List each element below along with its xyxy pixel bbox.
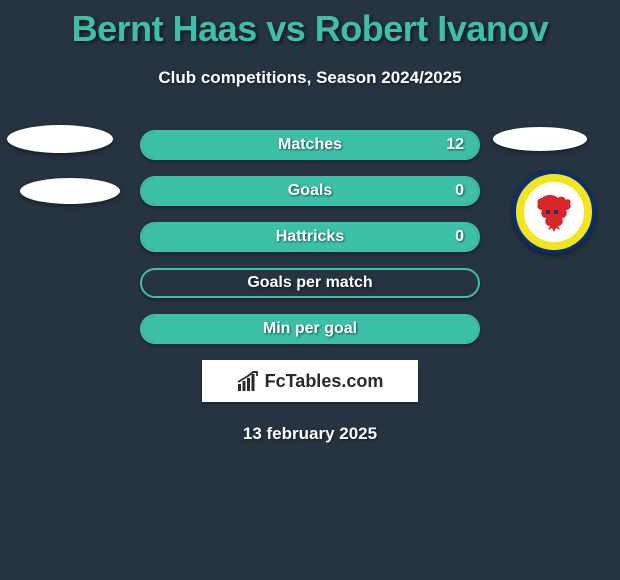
club-badge-placeholder xyxy=(20,178,120,204)
stat-bar-matches: Matches 12 xyxy=(140,130,480,160)
bar-value: 0 xyxy=(455,182,464,200)
stat-bar-goals: Goals 0 xyxy=(140,176,480,206)
branding-box[interactable]: FcTables.com xyxy=(202,360,418,402)
bar-label: Goals per match xyxy=(247,274,372,292)
player-badge-placeholder xyxy=(493,127,587,151)
subtitle: Club competitions, Season 2024/2025 xyxy=(0,68,620,88)
branding-label: FcTables.com xyxy=(265,371,384,392)
bar-label: Matches xyxy=(278,136,342,154)
bar-value: 12 xyxy=(446,136,464,154)
page-title: Bernt Haas vs Robert Ivanov xyxy=(0,0,620,50)
content-area: Matches 12 Goals 0 Hattricks 0 Goals per… xyxy=(0,130,620,444)
stat-bar-hattricks: Hattricks 0 xyxy=(140,222,480,252)
date-label: 13 february 2025 xyxy=(0,424,620,444)
lion-icon xyxy=(532,190,576,234)
stats-bars: Matches 12 Goals 0 Hattricks 0 Goals per… xyxy=(140,130,480,344)
bar-label: Min per goal xyxy=(263,320,357,338)
club-emblem xyxy=(512,170,596,254)
stat-bar-goals-per-match: Goals per match xyxy=(140,268,480,298)
stat-bar-min-per-goal: Min per goal xyxy=(140,314,480,344)
bar-value: 0 xyxy=(455,228,464,246)
bar-label: Goals xyxy=(288,182,332,200)
bar-label: Hattricks xyxy=(276,228,344,246)
club-emblem-inner xyxy=(524,182,584,242)
bars-growth-icon xyxy=(237,370,259,392)
player-badge-placeholder xyxy=(7,125,113,153)
